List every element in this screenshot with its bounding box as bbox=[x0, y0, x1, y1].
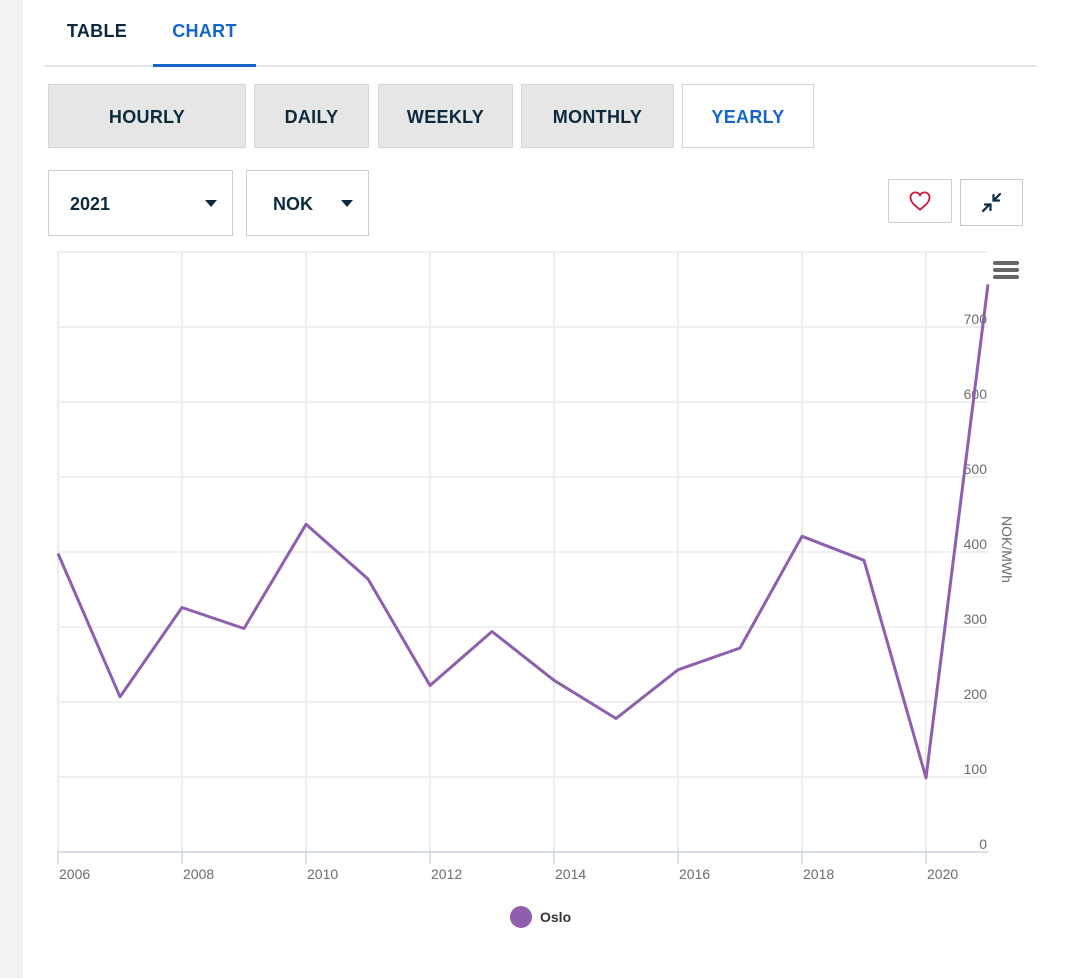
chart-legend[interactable]: Oslo bbox=[510, 905, 571, 929]
x-tick-label: 2006 bbox=[59, 866, 90, 882]
chevron-down-icon bbox=[205, 200, 217, 207]
x-tick-label: 2020 bbox=[927, 866, 958, 882]
data-point[interactable] bbox=[365, 576, 371, 582]
series-line-oslo bbox=[56, 284, 990, 780]
y-tick-label: 100 bbox=[964, 761, 988, 777]
data-point[interactable] bbox=[427, 683, 433, 689]
y-tick-label: 400 bbox=[964, 536, 988, 552]
data-point[interactable] bbox=[675, 667, 681, 673]
y-tick-label: 200 bbox=[964, 686, 988, 702]
resolution-monthly-button[interactable]: MONTHLY bbox=[521, 84, 674, 148]
tab-table[interactable]: TABLE bbox=[66, 21, 128, 41]
data-point[interactable] bbox=[985, 281, 991, 287]
collapse-button[interactable] bbox=[960, 179, 1023, 226]
y-tick-label: 500 bbox=[964, 461, 988, 477]
resolution-yearly-button[interactable]: YEARLY bbox=[682, 84, 814, 148]
x-tick-label: 2016 bbox=[679, 866, 710, 882]
x-tick-label: 2018 bbox=[803, 866, 834, 882]
y-tick-label: 300 bbox=[964, 611, 988, 627]
legend-series-label: Oslo bbox=[540, 909, 572, 925]
data-point[interactable] bbox=[861, 557, 867, 563]
data-point[interactable] bbox=[923, 775, 929, 781]
collapse-arrows-icon bbox=[981, 192, 1002, 213]
data-point[interactable] bbox=[489, 629, 495, 635]
y-tick-label: 0 bbox=[979, 836, 987, 852]
data-point[interactable] bbox=[55, 551, 61, 557]
data-point[interactable] bbox=[613, 716, 619, 722]
chart-axes bbox=[58, 251, 988, 853]
data-point[interactable] bbox=[799, 533, 805, 539]
horizontal-gridlines bbox=[58, 326, 988, 853]
x-tick-label: 2012 bbox=[431, 866, 462, 882]
y-axis-title: NOK/MWh bbox=[999, 516, 1015, 583]
data-point[interactable] bbox=[303, 521, 309, 527]
data-point[interactable] bbox=[117, 694, 123, 700]
chevron-down-icon bbox=[341, 200, 353, 207]
resolution-hourly-button[interactable]: HOURLY bbox=[48, 84, 246, 148]
x-tick-label: 2014 bbox=[555, 866, 586, 882]
x-tick-label: 2010 bbox=[307, 866, 338, 882]
x-tick-label: 2008 bbox=[183, 866, 214, 882]
resolution-daily-button[interactable]: DAILY bbox=[254, 84, 369, 148]
data-point[interactable] bbox=[737, 645, 743, 651]
tab-chart[interactable]: CHART bbox=[153, 0, 256, 67]
favorite-button[interactable] bbox=[888, 179, 952, 223]
left-gutter bbox=[0, 0, 23, 978]
currency-select[interactable]: NOK bbox=[246, 170, 369, 236]
year-select-value: 2021 bbox=[70, 194, 111, 214]
year-select[interactable]: 2021 bbox=[48, 170, 233, 236]
data-point[interactable] bbox=[551, 677, 557, 683]
x-axis-ticks: 2006 2008 2010 2012 2014 2016 2018 2020 bbox=[57, 852, 958, 882]
resolution-weekly-button[interactable]: WEEKLY bbox=[378, 84, 513, 148]
data-point[interactable] bbox=[241, 626, 247, 632]
legend-series-marker bbox=[510, 906, 532, 928]
view-tabs: TABLE CHART bbox=[44, 0, 1037, 67]
y-tick-label: 700 bbox=[964, 311, 988, 327]
currency-select-value: NOK bbox=[273, 194, 313, 214]
hamburger-menu-icon[interactable] bbox=[993, 261, 1019, 279]
data-point[interactable] bbox=[179, 605, 185, 611]
chart-series bbox=[55, 281, 991, 781]
heart-icon bbox=[909, 191, 931, 211]
